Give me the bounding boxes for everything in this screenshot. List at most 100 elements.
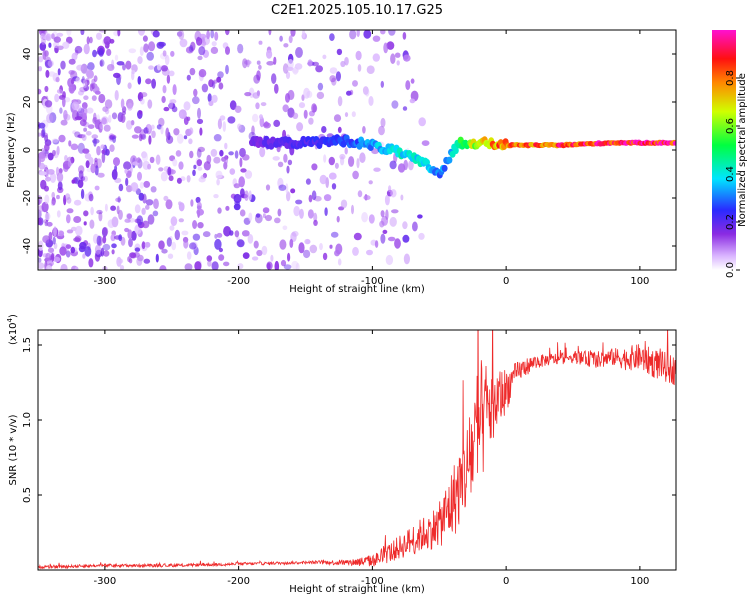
spectrogram-cell: [366, 65, 375, 74]
spectrogram-cell: [57, 45, 64, 51]
spectrogram-cell: [291, 260, 299, 270]
spectrogram-cell: [99, 60, 103, 67]
spectrogram-cell: [176, 133, 184, 144]
spectrogram-cell: [58, 134, 66, 143]
y-tick-label: 1.0: [22, 412, 33, 428]
spectrogram-cell: [62, 91, 66, 100]
spectrogram-cell: [65, 193, 71, 201]
spectrogram-cell: [228, 151, 234, 156]
spectrogram-cell: [57, 68, 61, 76]
spectrogram-cell: [196, 36, 203, 46]
spectrogram-cell: [265, 184, 271, 191]
spectrogram-cell: [178, 161, 184, 170]
colorbar-tick-label: 0.2: [725, 214, 736, 230]
spectrogram-cell: [323, 154, 327, 163]
spectrogram-cell: [368, 96, 374, 106]
spectrogram-cell: [127, 256, 131, 263]
spectrogram-cell: [192, 220, 198, 229]
spectrogram-cell: [418, 117, 427, 127]
spectrogram-cell: [285, 183, 289, 194]
spectrogram-cell: [75, 225, 83, 236]
spectrogram-cell: [258, 64, 262, 70]
spectrogram-cell: [120, 98, 125, 109]
spectrogram-cell: [106, 64, 115, 71]
spectrogram-y-label: Frequency (Hz): [6, 112, 17, 188]
spectrogram-cell: [38, 262, 45, 269]
spectrogram-cell: [315, 65, 323, 73]
spectrogram-cell: [65, 250, 71, 258]
spectrogram-cell: [316, 91, 325, 100]
spectrogram-cell: [352, 246, 359, 256]
spectrogram-cell: [131, 230, 137, 241]
spectrogram-cell: [389, 216, 397, 227]
spectrogram-cell: [147, 214, 155, 225]
spectrogram-cell: [93, 75, 98, 82]
spectrogram-cell: [391, 100, 399, 109]
spectrogram-cell: [184, 263, 193, 270]
spectrogram-cell: [195, 196, 201, 204]
spectrogram-cell: [120, 114, 126, 123]
spectrogram-cell: [152, 30, 160, 38]
spectrogram-cell: [336, 48, 343, 56]
spectrogram-cell: [38, 151, 46, 163]
x-tick-label: -300: [94, 276, 117, 287]
spectrogram-cell: [283, 153, 288, 163]
spectrogram-cell: [94, 244, 102, 255]
spectrogram-cell: [189, 242, 197, 250]
spectrogram-cell: [127, 229, 133, 240]
spectrogram-cell: [337, 258, 342, 266]
spectrogram-cell: [290, 188, 296, 194]
spectrogram-cell: [103, 250, 110, 257]
spectrogram-cell: [402, 106, 408, 111]
spectrogram-cell: [52, 256, 61, 262]
spectrogram-cell: [357, 190, 363, 198]
spectrogram-cell: [344, 147, 348, 155]
spectrogram-cell: [233, 203, 241, 211]
spectrogram-cell: [359, 152, 366, 163]
spectrogram-x-label: Height of straight line (km): [289, 284, 425, 295]
spectrogram-cell: [202, 231, 211, 238]
spectrogram-cell: [54, 93, 60, 103]
spectrogram-cell: [139, 110, 143, 115]
spectrogram-cell: [287, 252, 291, 262]
spectrogram-cell: [55, 76, 60, 83]
spectrogram-cell: [266, 262, 271, 270]
spectrogram-cell: [58, 230, 65, 237]
spectrogram-cell: [105, 148, 110, 156]
spectrogram-cell: [207, 260, 212, 267]
spectrogram-cell: [168, 70, 175, 77]
spectrogram-cell: [206, 255, 213, 262]
spectrogram-cell: [114, 90, 119, 101]
spectrogram-cell: [248, 190, 252, 201]
spectrogram-cell: [143, 258, 151, 264]
spectrogram-cell: [194, 261, 202, 270]
spectrogram-cell: [253, 240, 259, 249]
spectrogram-cell: [363, 195, 371, 201]
spectrogram-cell: [49, 172, 57, 183]
spectrogram-cell: [403, 253, 410, 265]
spectrogram-cell: [307, 59, 313, 67]
spectrogram-cell: [229, 168, 236, 175]
spectrogram-cell: [225, 64, 229, 75]
spectrogram-cell: [217, 71, 224, 79]
spectrogram-cell: [317, 82, 324, 91]
spectrogram-cell: [51, 191, 55, 199]
x-tick-label: -100: [361, 576, 384, 587]
spectrogram-cell: [82, 78, 88, 89]
spectrogram-cell: [391, 209, 399, 214]
spectrogram-cell: [137, 76, 142, 85]
spectrogram-cell: [73, 176, 80, 185]
spectrogram-cell: [340, 199, 348, 209]
snr-y-label: SNR (10 * v/v): [8, 414, 19, 485]
spectrogram-cell: [81, 134, 87, 141]
spectrogram-cell: [47, 169, 55, 175]
spectrogram-cell: [76, 64, 84, 71]
spectrogram-cell: [63, 113, 71, 121]
spectrogram-cell: [178, 30, 185, 40]
spectrogram-cell: [90, 163, 96, 174]
spectrogram-cell: [196, 201, 202, 211]
spectrogram-cell: [48, 42, 52, 48]
x-tick-label: -200: [227, 576, 250, 587]
spectrogram-cell: [388, 30, 396, 36]
spectrogram-cell: [83, 43, 90, 55]
